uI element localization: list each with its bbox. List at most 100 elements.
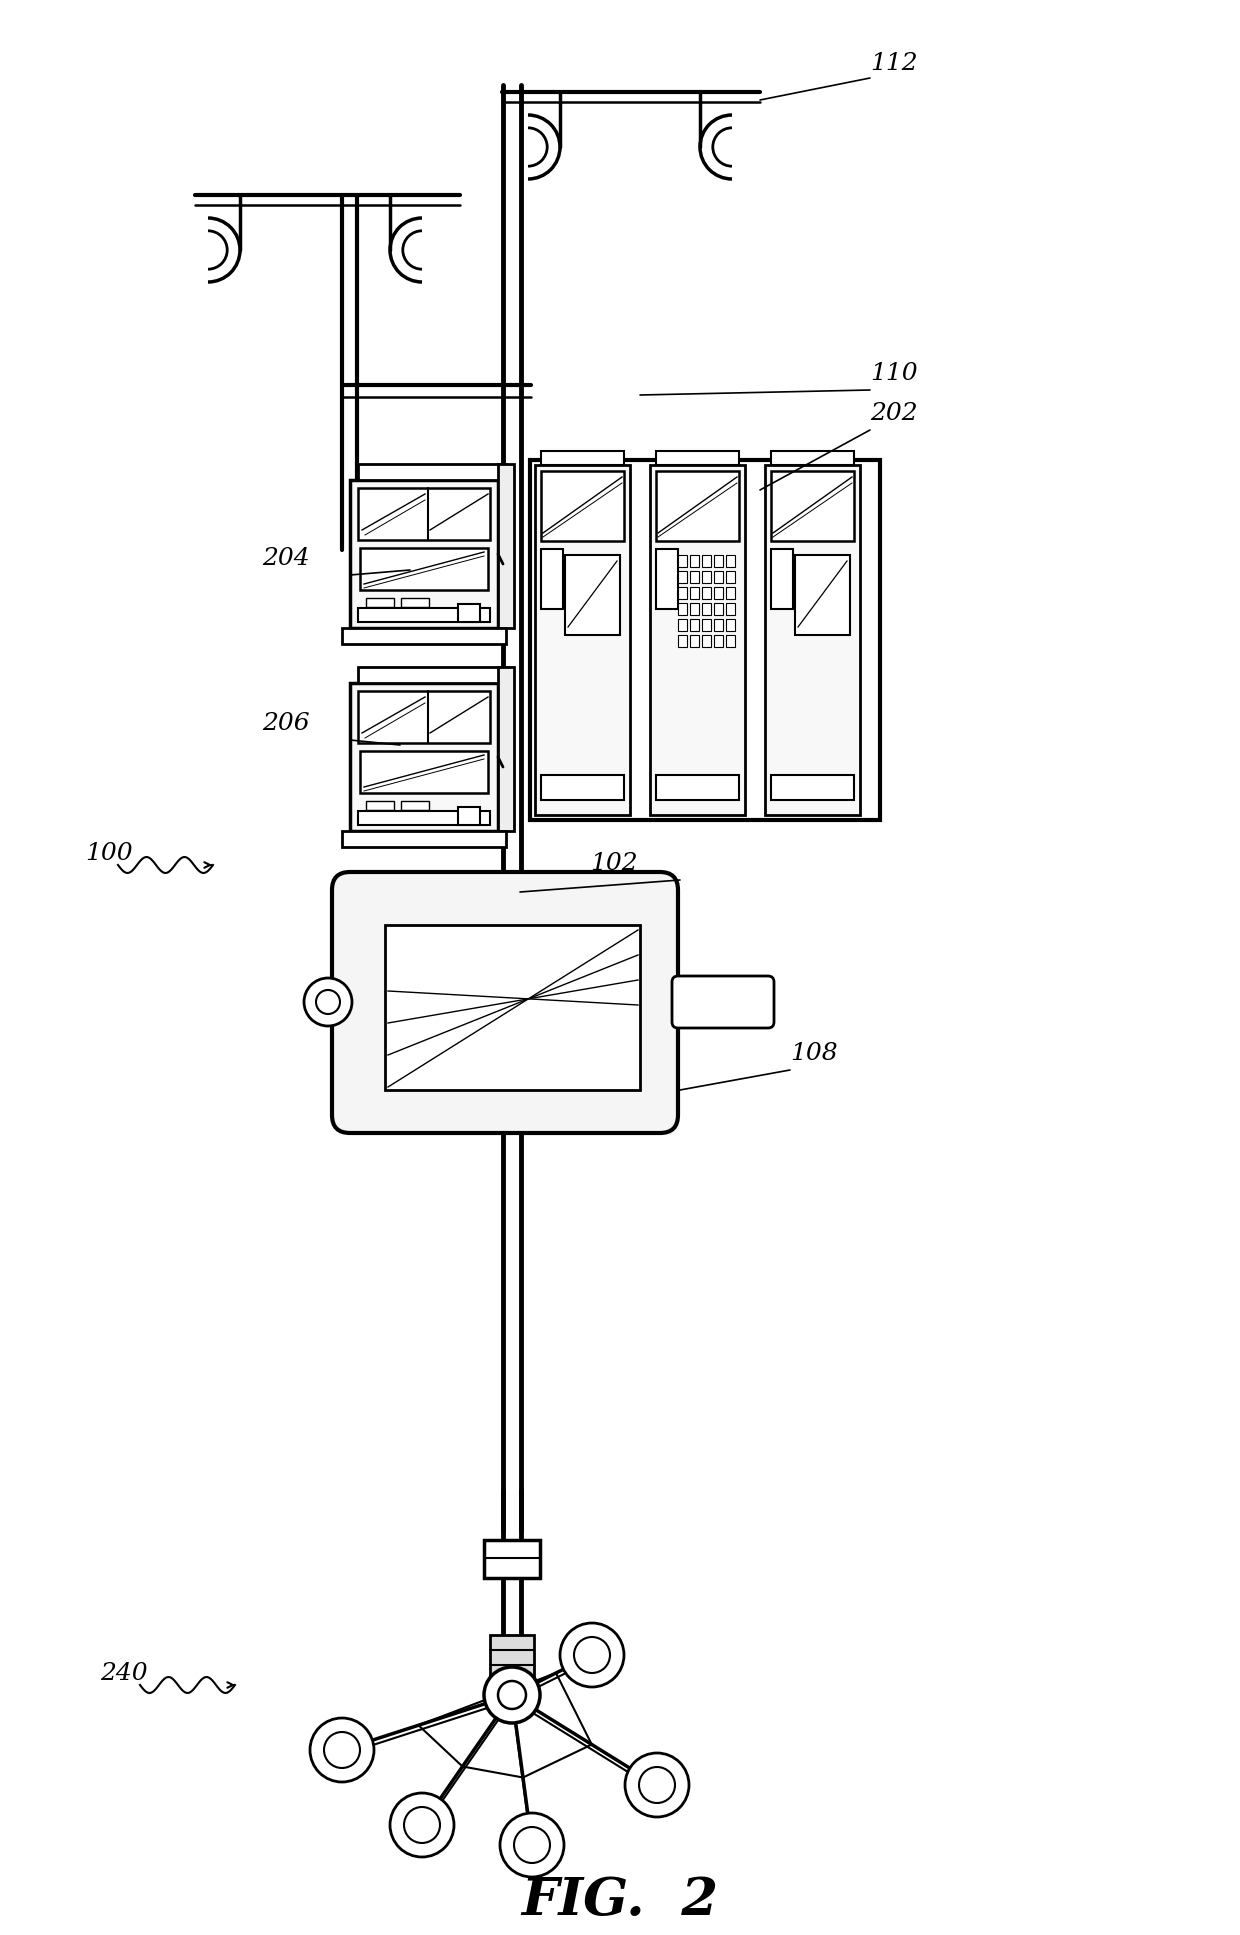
Text: 206: 206 <box>262 712 310 735</box>
Bar <box>656 550 678 610</box>
Bar <box>771 550 794 610</box>
Bar <box>678 619 687 631</box>
Bar <box>725 571 735 582</box>
Bar <box>350 480 498 629</box>
Bar <box>541 550 563 610</box>
Bar <box>771 451 854 464</box>
Bar <box>678 555 687 567</box>
Bar <box>678 604 687 615</box>
Bar <box>541 470 624 542</box>
Circle shape <box>484 1666 539 1722</box>
Circle shape <box>500 1813 564 1877</box>
Bar <box>765 464 861 815</box>
Text: 204: 204 <box>262 548 310 571</box>
Circle shape <box>639 1767 675 1803</box>
Circle shape <box>625 1753 689 1817</box>
Bar <box>714 604 723 615</box>
Bar <box>714 619 723 631</box>
Bar <box>358 691 490 743</box>
Circle shape <box>316 991 340 1014</box>
Bar <box>702 586 711 600</box>
FancyBboxPatch shape <box>332 873 678 1134</box>
Circle shape <box>404 1807 440 1842</box>
Bar <box>358 488 490 540</box>
Text: 202: 202 <box>870 402 918 426</box>
Bar <box>490 1635 534 1689</box>
Bar <box>366 598 394 608</box>
Bar <box>725 604 735 615</box>
Circle shape <box>310 1718 374 1782</box>
Bar <box>795 555 849 635</box>
Bar <box>689 619 699 631</box>
Bar <box>358 811 490 824</box>
Bar <box>401 598 429 608</box>
Bar <box>458 807 480 824</box>
Circle shape <box>498 1682 526 1709</box>
Circle shape <box>324 1732 360 1769</box>
Bar <box>484 1540 539 1579</box>
Bar <box>401 610 429 619</box>
Bar <box>366 801 394 811</box>
Bar <box>771 776 854 799</box>
Bar <box>650 464 745 815</box>
Text: 102: 102 <box>590 851 637 875</box>
Bar <box>360 548 489 590</box>
Bar <box>656 776 739 799</box>
Bar <box>725 555 735 567</box>
Bar <box>656 470 739 542</box>
Bar <box>771 470 854 542</box>
Bar <box>342 629 506 644</box>
Bar <box>498 464 515 629</box>
Bar <box>358 464 506 480</box>
Bar <box>678 586 687 600</box>
Bar <box>498 668 515 830</box>
Circle shape <box>304 977 352 1026</box>
Bar <box>725 635 735 646</box>
FancyBboxPatch shape <box>672 975 774 1027</box>
Circle shape <box>515 1827 551 1863</box>
Bar <box>689 604 699 615</box>
Circle shape <box>391 1794 454 1858</box>
Text: 240: 240 <box>100 1662 148 1685</box>
Bar <box>384 925 640 1089</box>
Bar <box>360 751 489 793</box>
Bar <box>366 610 394 619</box>
Bar <box>656 451 739 464</box>
Circle shape <box>560 1623 624 1687</box>
Bar <box>366 813 394 822</box>
Text: 112: 112 <box>870 52 918 75</box>
Bar <box>541 776 624 799</box>
Bar <box>458 604 480 621</box>
Bar <box>678 571 687 582</box>
Bar <box>725 619 735 631</box>
Text: FIG.  2: FIG. 2 <box>522 1875 718 1925</box>
Bar <box>689 635 699 646</box>
Bar <box>702 555 711 567</box>
Bar <box>714 555 723 567</box>
Text: 110: 110 <box>870 362 918 385</box>
Bar <box>534 464 630 815</box>
Bar <box>689 586 699 600</box>
Bar <box>401 801 429 811</box>
Bar <box>702 571 711 582</box>
Bar <box>350 683 498 830</box>
Bar <box>401 813 429 822</box>
Bar <box>689 571 699 582</box>
Bar <box>529 461 880 820</box>
Circle shape <box>574 1637 610 1674</box>
Bar <box>714 635 723 646</box>
Bar <box>358 668 506 683</box>
Bar <box>342 830 506 848</box>
Bar <box>702 635 711 646</box>
Bar <box>358 608 490 621</box>
Bar <box>714 586 723 600</box>
Bar <box>714 571 723 582</box>
Bar <box>678 635 687 646</box>
Text: 100: 100 <box>86 842 133 865</box>
Bar <box>565 555 620 635</box>
Bar <box>541 451 624 464</box>
Text: 108: 108 <box>790 1043 838 1064</box>
Bar <box>702 619 711 631</box>
Bar <box>702 604 711 615</box>
Bar <box>725 586 735 600</box>
